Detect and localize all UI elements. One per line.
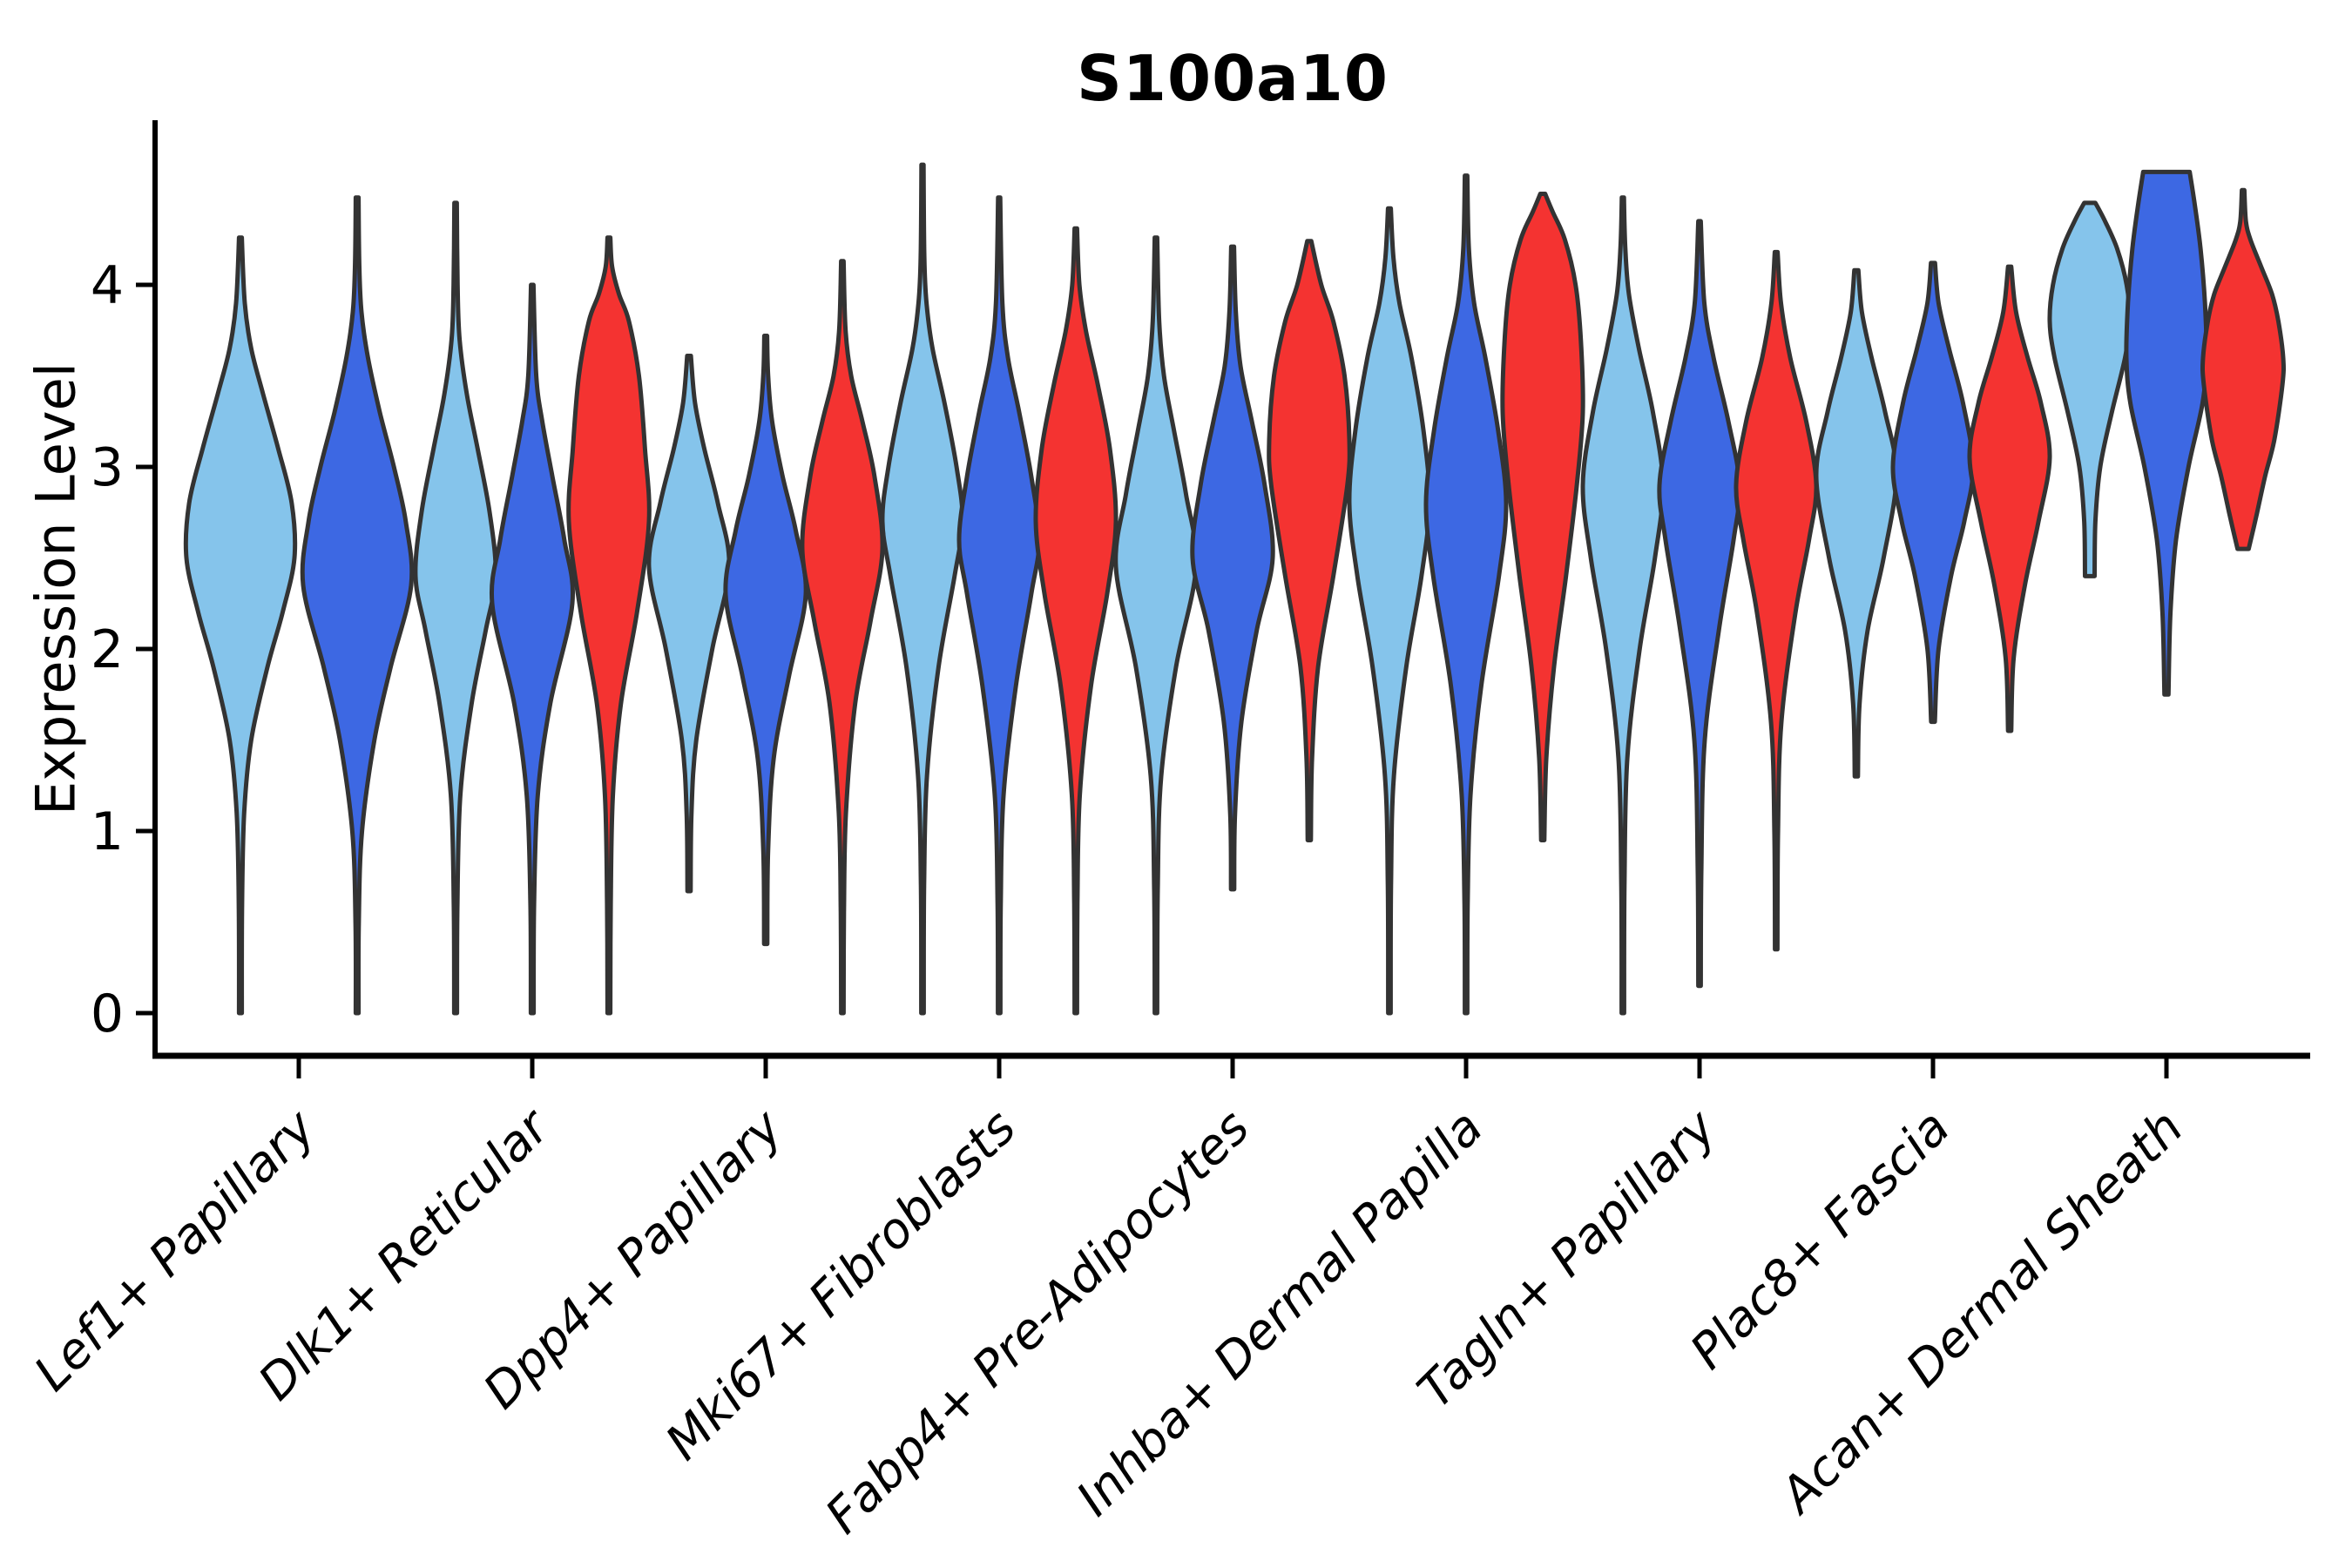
violin-cat4-sky-blue	[1113, 235, 1199, 1016]
x-tick-label: Acan+ Dermal Sheath	[1768, 1099, 2194, 1525]
violin-cat5-royal-blue	[1423, 173, 1509, 1016]
y-tick-label: 1	[91, 801, 124, 862]
violin-cat7-sky-blue	[1814, 267, 1899, 779]
x-tick-label: Fabp4+ Pre-Adipocytes	[815, 1099, 1260, 1544]
violin-cat0-sky-blue	[183, 235, 298, 1016]
violin-cat3-royal-blue	[956, 195, 1042, 1016]
violin-cat4-red	[1267, 239, 1352, 842]
violin-cat5-red	[1500, 192, 1585, 842]
violin-cat7-red	[1967, 264, 2052, 733]
violin-cat2-royal-blue	[723, 334, 808, 947]
violin-cat4-royal-blue	[1190, 244, 1275, 892]
y-tick-label: 0	[91, 983, 124, 1044]
violin-cat1-red	[566, 235, 652, 1016]
violin-cat1-royal-blue	[489, 282, 576, 1016]
violin-cat3-red	[1033, 226, 1119, 1016]
violin-cat0-royal-blue	[300, 195, 415, 1016]
violin-cat7-royal-blue	[1890, 260, 1976, 725]
y-tick-label: 2	[91, 619, 124, 680]
x-tick-label: Inhba+ Dermal Papilla	[1066, 1099, 1494, 1527]
violin-cat8-royal-blue	[2124, 169, 2209, 697]
violin-cat2-red	[800, 259, 885, 1016]
violin-cat6-red	[1734, 249, 1819, 952]
violin-cat8-sky-blue	[2047, 200, 2132, 578]
violin-cat8-red	[2200, 187, 2287, 551]
violin-cat5-sky-blue	[1347, 206, 1432, 1016]
violin-cat2-sky-blue	[646, 354, 732, 894]
chart-title: S100a10	[1077, 42, 1389, 115]
violin-cat1-sky-blue	[413, 200, 498, 1016]
violin-cat6-royal-blue	[1657, 219, 1742, 989]
y-tick-label: 4	[91, 255, 124, 316]
y-tick-label: 3	[91, 437, 124, 498]
violin-cat6-sky-blue	[1580, 195, 1666, 1016]
violin-cat3-sky-blue	[880, 162, 965, 1016]
